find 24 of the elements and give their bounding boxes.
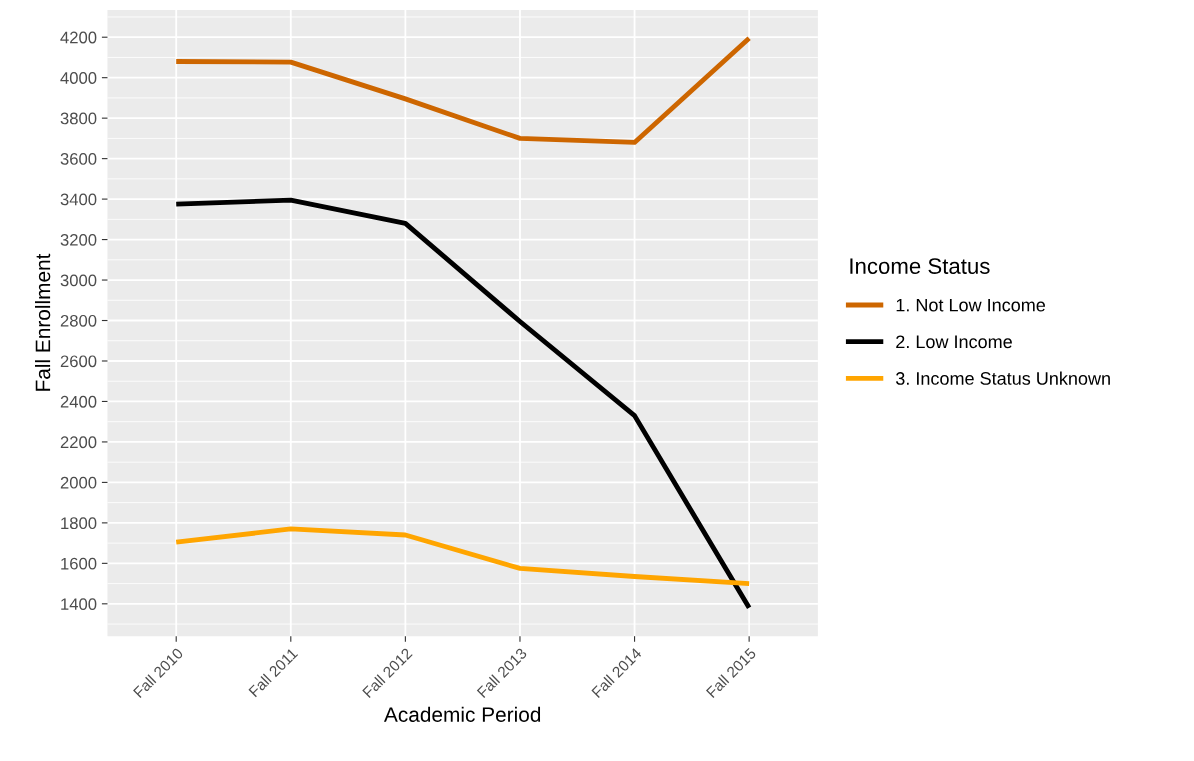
line-series [173,526,752,587]
legend-label: 3. Income Status Unknown [895,371,1110,385]
y-tick-label: 1600 [61,557,97,570]
y-tick-label: 3600 [60,153,97,165]
y-tick-label: 2600 [60,355,97,368]
y-axis-title: Fall Enrollment [34,253,51,391]
y-tick-label: 2400 [60,395,97,408]
legend-label: 2. Low Income [896,335,1012,349]
y-tick-label: 4000 [60,72,97,84]
y-tick-label: 3000 [60,274,97,287]
y-tick-label: 3400 [60,193,97,206]
legend-label: 1. Not Low Income [896,298,1046,312]
y-tick-label: 2200 [60,436,97,449]
y-tick-label: 3200 [60,233,97,246]
y-tick-label: 2800 [60,314,97,327]
y-tick-label: 4200 [60,31,97,44]
y-tick-label: 1800 [61,517,97,530]
y-tick-label: 3800 [60,112,97,125]
y-tick-label: 2000 [60,476,97,489]
y-tick-label: 1400 [61,598,97,611]
line-series [173,197,752,611]
x-axis-title: Academic Period [383,706,541,722]
line-series [173,35,752,145]
legend-title: Income Status [850,258,990,274]
